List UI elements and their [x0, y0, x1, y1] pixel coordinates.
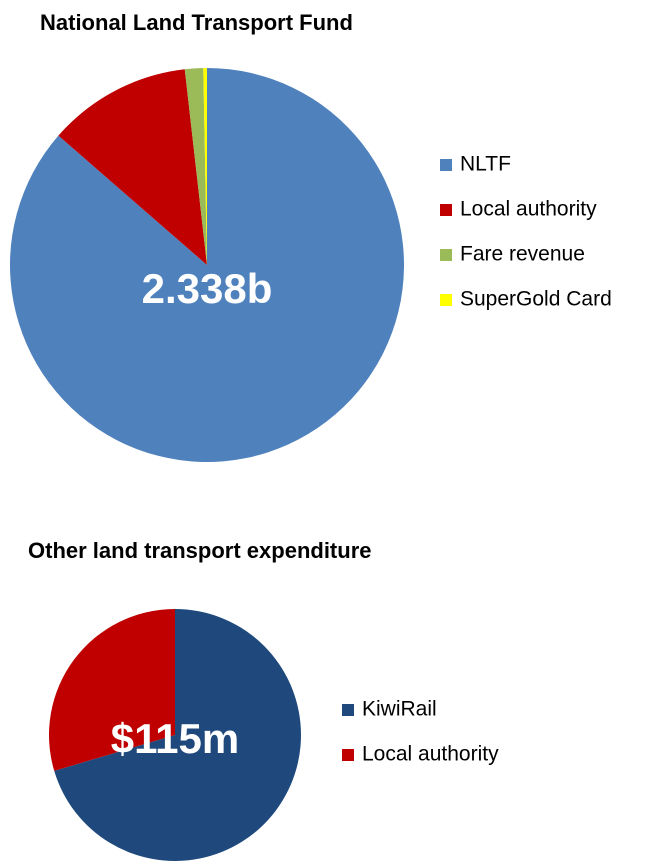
pie-slice — [49, 609, 176, 771]
pie-slice — [54, 609, 301, 862]
legend-swatch — [440, 294, 452, 306]
pie-slice — [203, 68, 207, 265]
chart-title: Other land transport expenditure — [28, 538, 372, 563]
legend-swatch — [440, 249, 452, 261]
legend-label: Fare revenue — [460, 243, 585, 266]
center-annotation: 2.338b — [142, 265, 273, 312]
pie-slice — [184, 68, 207, 265]
legend-swatch — [440, 159, 452, 171]
legend-swatch — [440, 204, 452, 216]
center-annotation: $115m — [111, 715, 239, 762]
legend-label: NLTF — [460, 153, 511, 176]
legend-label: SuperGold Card — [460, 288, 612, 311]
legend-label: KiwiRail — [362, 698, 437, 721]
pie-slice — [58, 69, 208, 265]
legend-label: Local authority — [362, 743, 499, 766]
legend-swatch — [342, 704, 354, 716]
pie-slice — [9, 68, 405, 463]
chart-title: National Land Transport Fund — [40, 10, 353, 35]
legend-label: Local authority — [460, 198, 597, 221]
legend-swatch — [342, 749, 354, 761]
